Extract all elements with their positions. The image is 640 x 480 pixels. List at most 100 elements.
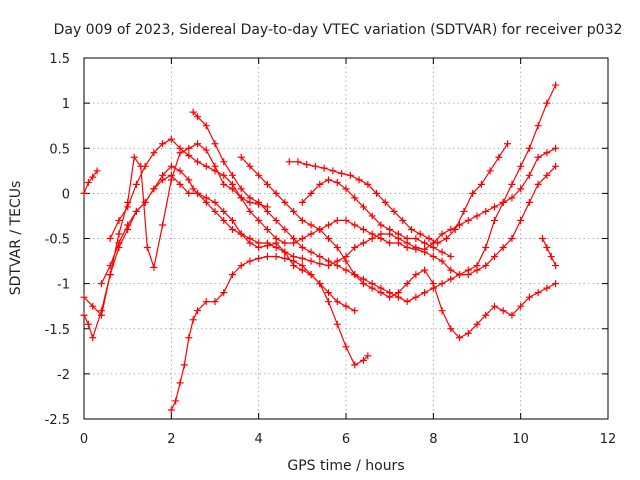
- data-point: [508, 194, 516, 202]
- data-point: [97, 280, 105, 288]
- data-point: [351, 361, 359, 369]
- data-point: [460, 207, 468, 215]
- data-point: [307, 230, 315, 238]
- y-tick-label: -1: [57, 278, 70, 293]
- data-point: [377, 221, 385, 229]
- data-point: [159, 221, 167, 229]
- data-point: [272, 253, 280, 261]
- data-point: [447, 266, 455, 274]
- data-point: [228, 225, 236, 233]
- data-point: [141, 198, 149, 206]
- data-point: [237, 230, 245, 238]
- data-point: [490, 216, 498, 224]
- data-point: [351, 271, 359, 279]
- data-point: [359, 280, 367, 288]
- data-point: [333, 320, 341, 328]
- data-point: [176, 379, 184, 387]
- data-point: [285, 158, 293, 166]
- data-point: [320, 164, 328, 172]
- data-point: [80, 311, 88, 319]
- series-line: [109, 138, 557, 276]
- data-point: [246, 235, 254, 242]
- data-point: [504, 140, 512, 148]
- data-point: [263, 225, 271, 233]
- data-point: [185, 189, 193, 197]
- data-point: [246, 207, 254, 215]
- data-point: [412, 245, 420, 253]
- data-point: [368, 284, 376, 292]
- data-point: [499, 244, 507, 252]
- data-point: [477, 180, 485, 188]
- data-point: [351, 307, 359, 315]
- data-point: [228, 216, 236, 224]
- data-point: [438, 230, 446, 238]
- series-arc-3: [80, 171, 372, 369]
- data-point: [316, 260, 324, 268]
- data-point: [84, 320, 92, 328]
- data-point: [438, 280, 446, 288]
- data-point: [298, 216, 306, 224]
- x-tick-label: 12: [600, 432, 617, 447]
- data-point: [451, 225, 459, 233]
- data-point: [246, 257, 254, 265]
- data-point: [246, 162, 254, 170]
- data-point: [89, 173, 97, 181]
- data-point: [311, 162, 319, 170]
- data-point: [346, 171, 354, 179]
- data-point: [298, 244, 306, 252]
- data-point: [172, 397, 180, 405]
- data-point: [342, 216, 350, 224]
- data-point: [263, 253, 271, 261]
- x-tick-label: 8: [429, 432, 437, 447]
- data-point: [421, 289, 429, 297]
- data-point: [525, 293, 533, 301]
- data-point: [534, 153, 542, 161]
- data-point: [325, 235, 333, 242]
- data-point: [368, 212, 376, 220]
- data-point: [281, 239, 289, 247]
- series-line: [83, 174, 369, 366]
- data-point: [517, 302, 525, 310]
- data-point: [486, 167, 494, 175]
- data-point: [211, 198, 219, 206]
- data-point: [194, 158, 202, 166]
- data-point: [464, 216, 472, 224]
- y-tick-label: 0.5: [49, 142, 70, 157]
- data-point: [342, 257, 350, 265]
- data-point: [143, 244, 151, 252]
- data-point: [543, 284, 551, 292]
- series-arc-9: [285, 140, 512, 247]
- data-point: [482, 244, 490, 252]
- data-point: [211, 298, 219, 306]
- data-point: [499, 307, 507, 315]
- data-point: [329, 167, 337, 175]
- data-point: [93, 167, 101, 175]
- data-point: [132, 207, 140, 215]
- data-point: [97, 311, 105, 319]
- data-point: [237, 262, 245, 270]
- data-point: [211, 140, 219, 148]
- data-point: [189, 108, 197, 116]
- x-tick-label: 6: [342, 432, 350, 447]
- axis-tick-labels: 0 2 4 6 8 10 12 -2.5 -2 -1.5 -1 -0.5 0 0.5 1 1.5: [45, 52, 617, 447]
- data-point: [194, 113, 202, 121]
- y-tick-label: 1: [62, 97, 70, 112]
- data-point: [84, 179, 92, 187]
- data-point: [194, 189, 202, 197]
- x-tick-label: 10: [512, 432, 529, 447]
- data-point: [130, 153, 138, 161]
- data-point: [290, 257, 298, 265]
- data-point: [202, 162, 210, 170]
- data-point: [381, 198, 389, 206]
- data-point: [552, 280, 560, 288]
- chart-title: Day 009 of 2023, Sidereal Day-to-day VTE…: [54, 22, 623, 38]
- data-point: [272, 189, 280, 197]
- data-point: [386, 225, 394, 233]
- data-point: [403, 280, 411, 288]
- data-point: [106, 262, 114, 270]
- data-point: [552, 144, 560, 152]
- data-point: [228, 171, 236, 179]
- data-point: [351, 194, 359, 202]
- data-point: [298, 235, 306, 242]
- data-point: [194, 140, 202, 148]
